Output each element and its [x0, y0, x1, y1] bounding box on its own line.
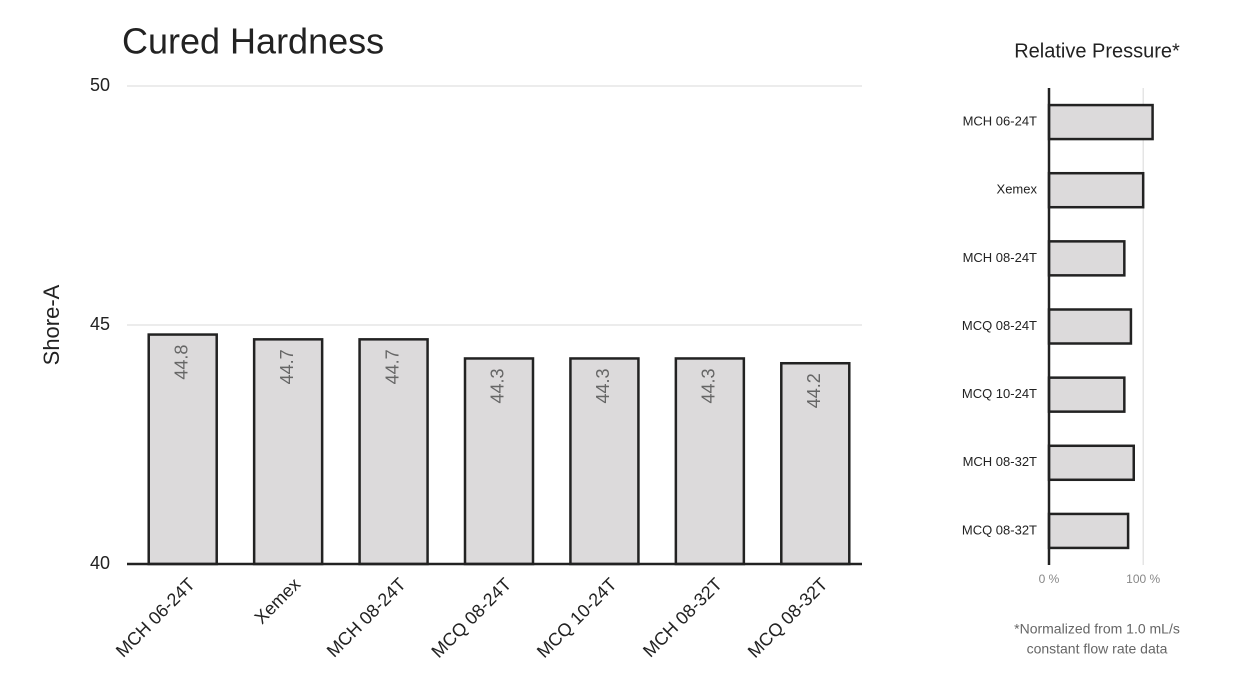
x-tick-label: MCH 06-24T — [112, 574, 199, 661]
bar — [358, 338, 429, 566]
bar — [1047, 171, 1145, 209]
bar — [1047, 444, 1135, 482]
value-label: 44.2 — [804, 373, 824, 408]
footnote: *Normalized from 1.0 mL/s — [1014, 621, 1180, 637]
bar — [1047, 103, 1154, 141]
chart-title: Relative Pressure* — [1014, 40, 1180, 62]
chart-title: Cured Hardness — [122, 21, 384, 62]
bar — [780, 361, 851, 566]
bar — [252, 338, 324, 566]
y-tick-label: 45 — [90, 314, 110, 334]
x-tick-label: MCH 08-24T — [323, 574, 410, 661]
value-label: 44.7 — [382, 349, 402, 384]
y-tick-label: MCH 06-24T — [963, 114, 1037, 129]
y-axis-label: Shore-A — [39, 284, 64, 365]
value-label: 44.3 — [593, 368, 613, 403]
y-tick-label: 40 — [90, 553, 110, 573]
x-tick-label: MCH 08-32T — [639, 574, 726, 661]
x-tick-label: Xemex — [251, 574, 305, 628]
y-tick-label: MCH 08-32T — [963, 454, 1037, 469]
value-label: 44.3 — [699, 368, 719, 403]
x-tick-label: 100 % — [1126, 572, 1160, 586]
bar — [1047, 240, 1126, 277]
value-label: 44.7 — [277, 349, 297, 384]
y-tick-label: MCQ 10-24T — [962, 386, 1037, 401]
bar — [1047, 376, 1126, 413]
y-tick-label: Xemex — [997, 182, 1038, 197]
y-tick-label: MCQ 08-24T — [962, 318, 1037, 333]
bar — [1047, 308, 1133, 345]
bar — [1047, 512, 1130, 550]
x-tick-label: MCQ 10-24T — [533, 574, 621, 662]
bar — [147, 333, 218, 566]
y-tick-label: MCH 08-24T — [963, 250, 1037, 265]
x-tick-label: MCQ 08-24T — [427, 574, 515, 662]
x-tick-label: 0 % — [1039, 572, 1060, 586]
footnote: constant flow rate data — [1027, 641, 1168, 657]
x-tick-label: MCQ 08-32T — [744, 574, 832, 662]
y-tick-label: 50 — [90, 75, 110, 95]
value-label: 44.3 — [488, 368, 508, 403]
value-label: 44.8 — [171, 345, 191, 380]
y-tick-label: MCQ 08-32T — [962, 522, 1037, 537]
